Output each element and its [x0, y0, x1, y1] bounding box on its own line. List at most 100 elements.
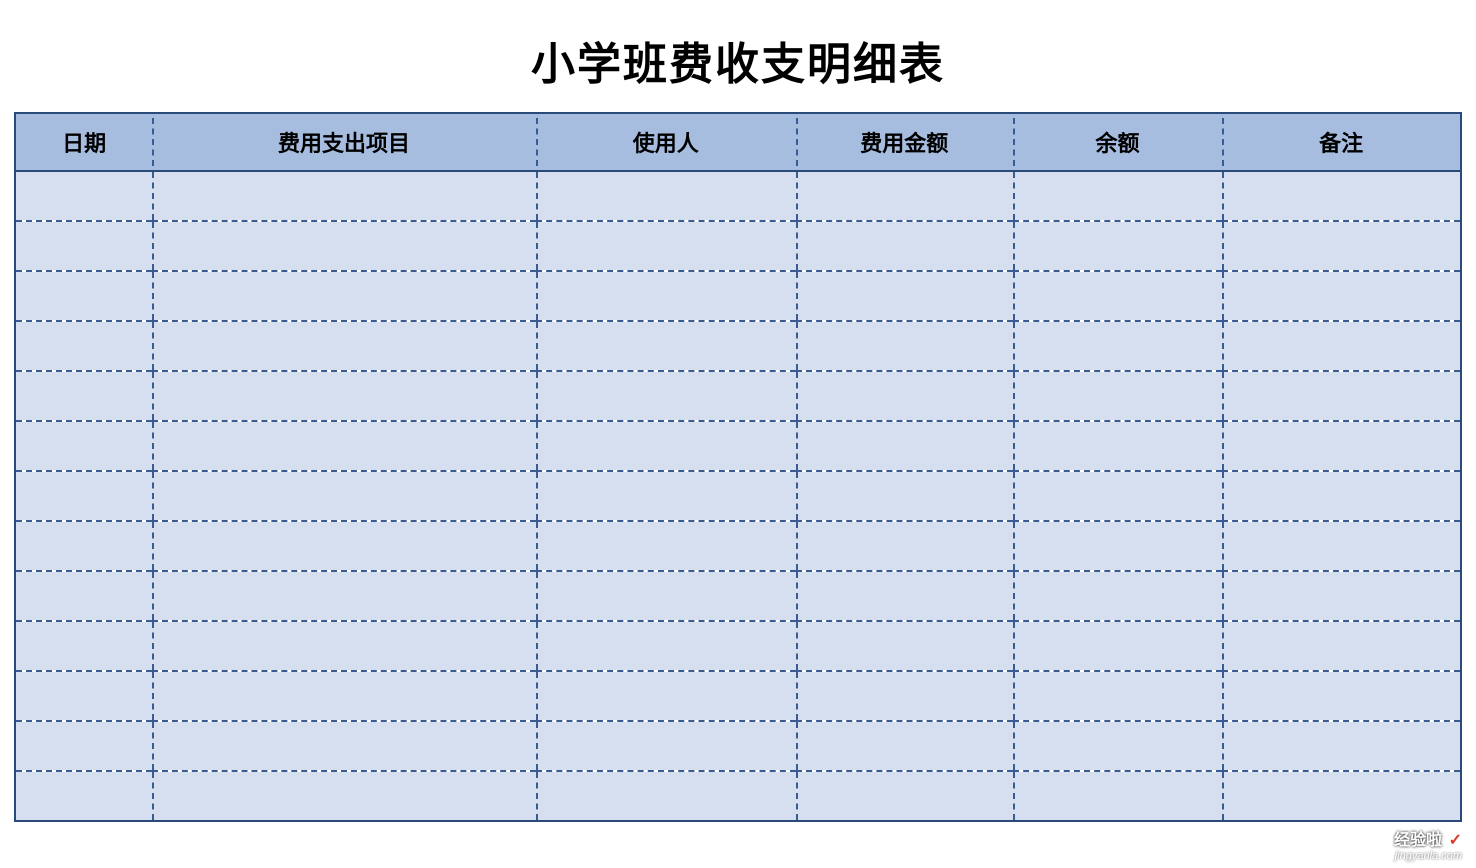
- table-row: [15, 621, 1461, 671]
- watermark: 经验啦 ✓ jingyanla.com: [1394, 832, 1462, 862]
- column-header-amount: 费用金额: [796, 113, 1013, 171]
- cell-amount: [796, 471, 1013, 521]
- cell-balance: [1013, 721, 1223, 771]
- title-area: 小学班费收支明细表: [14, 10, 1462, 112]
- cell-item: [152, 371, 535, 421]
- column-header-user: 使用人: [536, 113, 796, 171]
- cell-balance: [1013, 171, 1223, 221]
- table-document: 小学班费收支明细表 日期费用支出项目使用人费用金额余额备注: [14, 10, 1462, 822]
- table-row: [15, 521, 1461, 571]
- table-row: [15, 421, 1461, 471]
- cell-remark: [1222, 671, 1461, 721]
- cell-remark: [1222, 271, 1461, 321]
- cell-balance: [1013, 621, 1223, 671]
- cell-item: [152, 221, 535, 271]
- table-row: [15, 271, 1461, 321]
- cell-user: [536, 171, 796, 221]
- cell-user: [536, 671, 796, 721]
- cell-user: [536, 471, 796, 521]
- cell-amount: [796, 371, 1013, 421]
- cell-remark: [1222, 571, 1461, 621]
- cell-balance: [1013, 471, 1223, 521]
- cell-date: [15, 721, 152, 771]
- cell-date: [15, 671, 152, 721]
- cell-remark: [1222, 771, 1461, 821]
- cell-amount: [796, 771, 1013, 821]
- cell-remark: [1222, 371, 1461, 421]
- cell-remark: [1222, 471, 1461, 521]
- cell-balance: [1013, 771, 1223, 821]
- cell-item: [152, 171, 535, 221]
- cell-date: [15, 571, 152, 621]
- cell-balance: [1013, 421, 1223, 471]
- cell-date: [15, 371, 152, 421]
- column-header-remark: 备注: [1222, 113, 1461, 171]
- table-row: [15, 171, 1461, 221]
- cell-user: [536, 321, 796, 371]
- column-header-balance: 余额: [1013, 113, 1223, 171]
- cell-user: [536, 771, 796, 821]
- cell-date: [15, 321, 152, 371]
- cell-remark: [1222, 171, 1461, 221]
- cell-amount: [796, 271, 1013, 321]
- cell-remark: [1222, 621, 1461, 671]
- column-header-item: 费用支出项目: [152, 113, 535, 171]
- cell-date: [15, 521, 152, 571]
- cell-amount: [796, 671, 1013, 721]
- ledger-table: 日期费用支出项目使用人费用金额余额备注: [14, 112, 1462, 822]
- cell-user: [536, 721, 796, 771]
- table-row: [15, 471, 1461, 521]
- table-row: [15, 771, 1461, 821]
- check-icon: ✓: [1449, 832, 1462, 849]
- cell-user: [536, 271, 796, 321]
- cell-amount: [796, 321, 1013, 371]
- cell-item: [152, 521, 535, 571]
- cell-date: [15, 221, 152, 271]
- cell-item: [152, 671, 535, 721]
- cell-balance: [1013, 321, 1223, 371]
- cell-remark: [1222, 221, 1461, 271]
- cell-date: [15, 471, 152, 521]
- table-row: [15, 221, 1461, 271]
- page-title: 小学班费收支明细表: [16, 28, 1460, 92]
- cell-user: [536, 571, 796, 621]
- cell-amount: [796, 521, 1013, 571]
- column-header-date: 日期: [15, 113, 152, 171]
- cell-user: [536, 621, 796, 671]
- cell-balance: [1013, 221, 1223, 271]
- watermark-brand: 经验啦: [1394, 832, 1442, 849]
- cell-date: [15, 271, 152, 321]
- cell-date: [15, 771, 152, 821]
- cell-amount: [796, 421, 1013, 471]
- table-row: [15, 571, 1461, 621]
- cell-item: [152, 271, 535, 321]
- watermark-url: jingyanla.com: [1394, 850, 1462, 862]
- cell-item: [152, 771, 535, 821]
- cell-amount: [796, 621, 1013, 671]
- table-row: [15, 321, 1461, 371]
- cell-date: [15, 171, 152, 221]
- cell-balance: [1013, 671, 1223, 721]
- cell-amount: [796, 171, 1013, 221]
- cell-user: [536, 221, 796, 271]
- cell-item: [152, 571, 535, 621]
- cell-item: [152, 621, 535, 671]
- cell-item: [152, 721, 535, 771]
- table-row: [15, 671, 1461, 721]
- table-body: [15, 171, 1461, 821]
- cell-user: [536, 421, 796, 471]
- cell-item: [152, 321, 535, 371]
- cell-remark: [1222, 521, 1461, 571]
- table-row: [15, 721, 1461, 771]
- cell-balance: [1013, 571, 1223, 621]
- cell-user: [536, 371, 796, 421]
- cell-balance: [1013, 271, 1223, 321]
- cell-remark: [1222, 721, 1461, 771]
- cell-balance: [1013, 371, 1223, 421]
- cell-remark: [1222, 421, 1461, 471]
- cell-user: [536, 521, 796, 571]
- table-header-row: 日期费用支出项目使用人费用金额余额备注: [15, 113, 1461, 171]
- cell-balance: [1013, 521, 1223, 571]
- cell-remark: [1222, 321, 1461, 371]
- cell-amount: [796, 571, 1013, 621]
